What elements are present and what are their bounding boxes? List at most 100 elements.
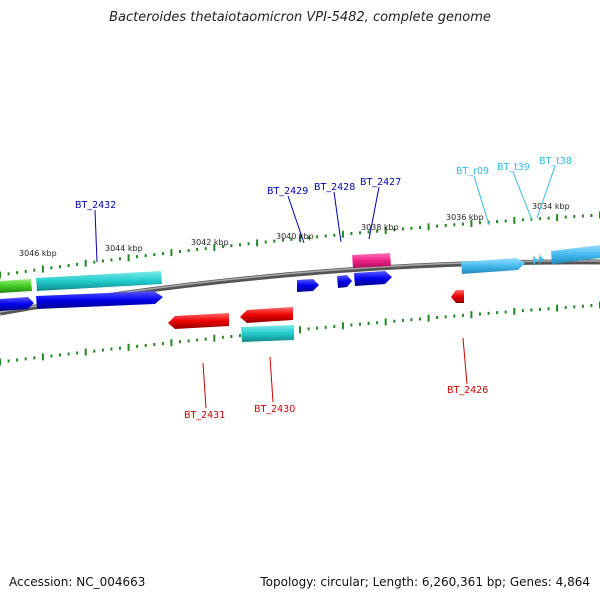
lower-scale-tick [230,335,233,338]
lower-scale-tick [299,326,301,334]
gene-green-fwd[interactable] [0,279,32,293]
lower-scale-tick [470,311,473,319]
lower-scale-tick [444,315,447,319]
lower-scale-tick [384,318,387,326]
upper-scale-tick [307,236,310,240]
upper-scale-tick [136,255,139,259]
leader-bt2430 [269,356,274,403]
gene-label-bt2429[interactable]: BT_2429 [267,186,308,197]
upper-scale-tick [290,237,293,241]
upper-scale-tick [161,252,164,256]
upper-scale-tick [590,214,593,217]
upper-scale-tick [316,235,319,239]
gene-bt2432[interactable] [36,291,163,309]
upper-scale-tick [24,269,27,273]
lower-scale-tick [170,339,173,347]
lower-scale-tick [7,359,10,363]
lower-scale-tick [530,308,533,312]
gene-label-bt2430[interactable]: BT_2430 [254,404,295,415]
gene-bt2426[interactable] [451,290,464,303]
upper-scale-tick [453,223,456,227]
lower-scale-tick [76,351,79,355]
gene-cyan-rev[interactable] [241,325,294,342]
upper-scale-tick [504,219,507,223]
upper-scale-tick [401,227,404,231]
scale-label-3040: 3040 kbp [276,232,314,241]
lower-scale-tick [513,307,516,315]
leader-btt38 [536,165,556,219]
leader-bt2431 [202,362,207,409]
lower-scale-tick [521,309,524,313]
lower-scale-tick [461,313,464,317]
upper-scale-tick [479,221,481,225]
upper-scale-tick [187,249,190,252]
upper-scale-tick [393,228,396,232]
gene-light-blue-fwd[interactable] [551,245,600,264]
lower-scale-tick [204,337,207,341]
scale-label-3044: 3044 kbp [105,244,143,253]
upper-scale-tick [230,244,233,248]
upper-scale-tick [76,262,79,266]
lower-scale-tick [341,322,344,330]
gene-btt39[interactable] [533,255,538,266]
scale-label-3046: 3046 kbp [19,249,57,258]
upper-scale-tick [419,226,421,229]
gene-label-bt2431[interactable]: BT_2431 [184,410,225,421]
gene-label-btr09[interactable]: BT_r09 [456,166,489,177]
leader-bt2426 [462,337,468,385]
upper-scale-tick [247,242,250,246]
upper-scale-tick [93,260,96,264]
lower-scale-tick [487,311,490,315]
gene-blue-fwd-3[interactable] [354,271,392,286]
upper-scale-tick [179,250,181,253]
lower-scale-tick [427,314,430,322]
upper-scale-tick [41,265,44,273]
upper-scale-tick [239,243,241,247]
upper-scale-tick [470,220,473,227]
lower-scale-tick [136,344,139,348]
leader-bt2427 [368,186,380,240]
lower-scale-tick [127,343,130,351]
leader-btt39 [512,171,533,221]
upper-scale-tick [264,240,267,244]
gene-bt2429[interactable] [297,279,319,292]
lower-scale-tick [84,348,87,356]
gene-label-bt2426[interactable]: BT_2426 [447,385,488,396]
gene-bt2427[interactable] [352,253,391,268]
upper-scale-tick [367,230,370,234]
lower-scale-tick [556,304,559,312]
gene-btt38[interactable] [539,254,544,265]
gene-label-btt39[interactable]: BT_t39 [497,162,530,173]
upper-scale-tick [376,229,379,233]
upper-scale-tick [547,216,550,220]
gene-label-bt2432[interactable]: BT_2432 [75,200,116,211]
gene-btr09[interactable] [461,258,525,274]
gene-blue-left[interactable] [0,297,34,311]
upper-scale-tick [281,238,284,242]
lower-scale-tick [393,319,396,323]
upper-scale-tick [170,249,173,257]
lower-scale-tick [153,343,156,346]
scale-ticks-upper [0,211,600,279]
lower-scale-tick [324,325,327,329]
gene-bt2431[interactable] [168,313,229,329]
lower-scale-tick [187,339,190,343]
gene-cyan-fwd[interactable] [36,271,162,291]
lower-scale-tick [479,312,481,316]
lower-scale-tick [436,316,439,319]
lower-scale-tick [547,307,550,311]
lower-scale-tick [93,349,96,353]
upper-scale-tick [444,224,447,227]
upper-scale-tick [16,271,19,275]
gene-label-bt2428[interactable]: BT_2428 [314,182,355,193]
upper-scale-tick [410,226,413,230]
gene-bt2428[interactable] [337,275,352,288]
lower-scale-tick [376,321,379,325]
lower-scale-tick [213,334,216,342]
upper-scale-tick [0,271,1,279]
gene-bt2430[interactable] [240,307,293,323]
upper-scale-tick [256,239,259,247]
gene-label-btt38[interactable]: BT_t38 [539,156,572,167]
gene-label-bt2427[interactable]: BT_2427 [360,177,401,188]
